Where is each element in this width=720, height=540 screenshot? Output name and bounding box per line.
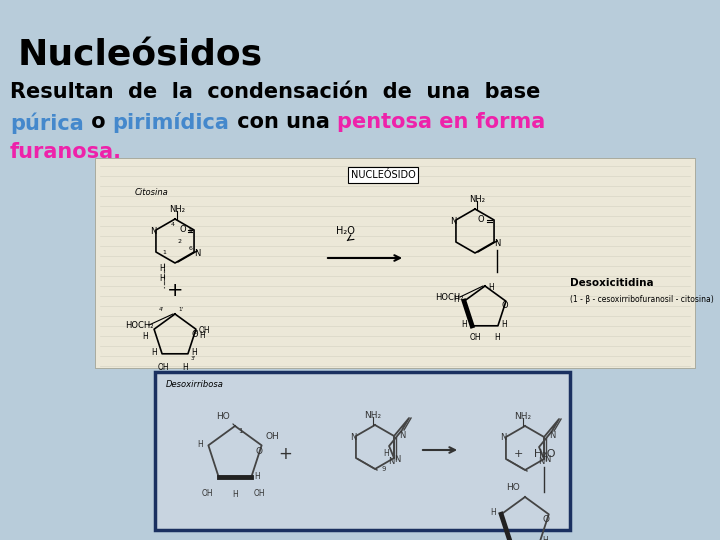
Text: N: N	[450, 217, 456, 226]
Bar	[95, 158, 695, 368]
Text: N: N	[150, 227, 156, 237]
Text: 2': 2'	[194, 330, 199, 335]
Text: H: H	[152, 327, 156, 332]
Text: 3': 3'	[191, 356, 196, 361]
Text: NH₂: NH₂	[364, 411, 382, 420]
Text: N: N	[544, 456, 550, 464]
Text: H: H	[191, 348, 197, 357]
Text: H: H	[543, 536, 549, 540]
Text: H: H	[454, 295, 459, 304]
Text: N: N	[388, 456, 395, 465]
Text: N: N	[194, 248, 200, 258]
Text: OH: OH	[266, 433, 279, 441]
Text: OH: OH	[469, 333, 481, 342]
Text: H: H	[383, 449, 389, 458]
Text: NH₂: NH₂	[169, 205, 185, 214]
Text: O: O	[256, 447, 262, 456]
Text: 1: 1	[162, 250, 166, 255]
Text: N: N	[538, 457, 544, 467]
Text: 9: 9	[382, 466, 387, 472]
Text: H: H	[197, 440, 203, 449]
Text: N: N	[494, 239, 500, 247]
Text: O: O	[502, 301, 508, 310]
Text: H: H	[143, 332, 148, 341]
Text: (1 - β - cesoxirribofuranosil - citosina): (1 - β - cesoxirribofuranosil - citosina…	[570, 295, 714, 304]
Text: púrica: púrica	[10, 112, 84, 133]
Text: 2: 2	[177, 239, 181, 244]
Text: HO: HO	[506, 483, 520, 492]
Text: con una: con una	[230, 112, 337, 132]
Text: HOCH₂: HOCH₂	[125, 321, 153, 329]
Text: 6: 6	[189, 246, 192, 251]
Text: H: H	[199, 331, 204, 340]
Text: N: N	[350, 433, 356, 442]
Text: H: H	[160, 352, 164, 356]
Text: OH: OH	[157, 363, 168, 372]
Text: 4: 4	[171, 221, 175, 227]
Text: Nucleósidos: Nucleósidos	[18, 38, 263, 72]
Text: H: H	[501, 320, 507, 329]
Text: O: O	[477, 215, 484, 225]
Text: H₂O: H₂O	[336, 226, 354, 236]
Text: +: +	[278, 445, 292, 463]
Text: H: H	[254, 471, 260, 481]
Text: furanosa.: furanosa.	[10, 142, 122, 162]
Text: N: N	[394, 455, 400, 463]
Text: OH: OH	[202, 489, 214, 498]
Text: H: H	[194, 327, 198, 332]
Text: H: H	[159, 274, 165, 283]
Text: OH: OH	[253, 489, 265, 498]
Text: NH₂: NH₂	[469, 195, 485, 204]
Text: H: H	[490, 508, 496, 517]
Text: NH₂: NH₂	[514, 412, 531, 421]
Text: NUCLEÓSIDO: NUCLEÓSIDO	[351, 170, 415, 180]
Text: O: O	[192, 330, 198, 340]
Text: H: H	[159, 264, 165, 273]
Text: H: H	[462, 320, 467, 329]
Text: 1: 1	[238, 428, 243, 434]
Text: Resultan  de  la  condensación  de  una  base: Resultan de la condensación de una base	[10, 82, 541, 102]
Text: H: H	[494, 333, 500, 342]
Text: 5: 5	[189, 228, 192, 233]
Text: Citosina: Citosina	[135, 188, 168, 197]
Text: N: N	[399, 430, 405, 440]
Text: H: H	[232, 490, 238, 499]
Text: H: H	[186, 352, 190, 356]
Text: H: H	[173, 312, 177, 316]
Text: HO: HO	[216, 412, 230, 421]
Text: HOCH₂: HOCH₂	[435, 293, 464, 301]
Text: OH: OH	[199, 326, 210, 335]
Text: 4': 4'	[159, 307, 164, 312]
Text: pentosa en forma: pentosa en forma	[337, 112, 545, 132]
Text: o: o	[84, 112, 112, 132]
Text: H: H	[151, 348, 157, 357]
Text: pirimídica: pirimídica	[112, 112, 230, 133]
Text: +   H₂O: + H₂O	[514, 449, 556, 459]
Text: N: N	[500, 434, 506, 442]
Text: +: +	[167, 281, 184, 300]
Text: N: N	[549, 431, 555, 441]
Text: 1': 1'	[178, 307, 183, 312]
Text: H: H	[182, 363, 188, 372]
Bar	[155, 372, 570, 530]
Text: O: O	[543, 515, 550, 524]
Text: Desoxirribosa: Desoxirribosa	[166, 380, 224, 389]
Text: O: O	[179, 226, 186, 234]
Text: Desoxicitidina: Desoxicitidina	[570, 278, 654, 288]
Text: H: H	[488, 283, 494, 292]
